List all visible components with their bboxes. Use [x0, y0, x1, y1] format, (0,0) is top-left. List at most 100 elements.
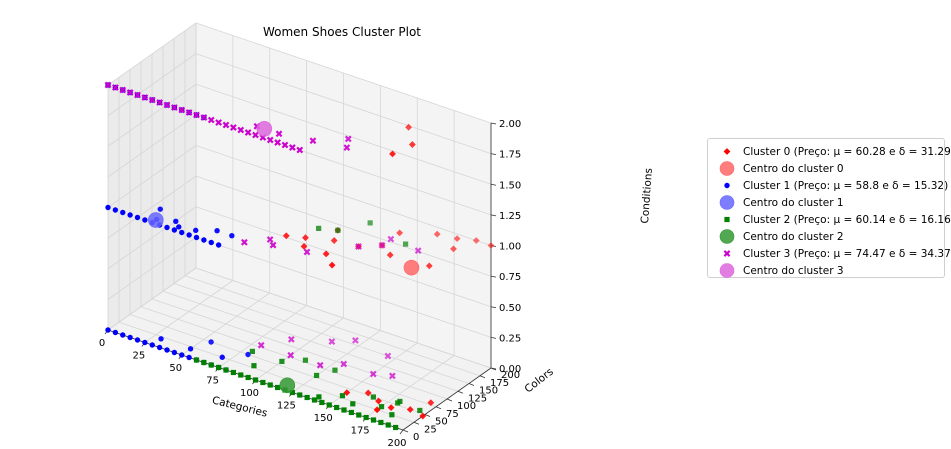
data-point [240, 238, 248, 246]
data-point [127, 212, 133, 218]
data-point [302, 357, 309, 363]
data-point [335, 227, 341, 233]
data-point [274, 139, 282, 146]
legend-marker-shape [719, 229, 735, 244]
data-point [296, 146, 304, 154]
grid-line-z [195, 145, 492, 246]
cluster-center-point [256, 121, 273, 137]
data-point [112, 329, 119, 336]
data-point [186, 232, 192, 238]
series-0 [282, 123, 495, 420]
data-point [244, 129, 252, 136]
legend-marker-shape [724, 216, 730, 223]
z-tick [490, 183, 497, 186]
grid-line-y [151, 298, 448, 400]
data-point [385, 422, 391, 428]
chart-title: Women Shoes Cluster Plot [263, 25, 421, 39]
grid-line-z [195, 267, 492, 369]
data-point [269, 241, 277, 249]
data-point [229, 124, 237, 131]
data-point [126, 89, 134, 96]
y-tick-label: 125 [468, 393, 487, 404]
data-point [300, 243, 308, 250]
legend-item: Cluster 3 (Preço: μ = 74.47 e δ = 34.37) [714, 245, 951, 262]
data-point [393, 424, 399, 431]
data-point [201, 237, 207, 243]
data-point [257, 341, 265, 349]
data-point [364, 389, 372, 397]
data-point [330, 237, 338, 244]
data-point [252, 377, 259, 383]
data-point [105, 327, 111, 333]
x-tick-label: 50 [169, 363, 182, 374]
data-point [389, 412, 395, 418]
data-point [487, 242, 495, 249]
z-tick [490, 153, 497, 156]
grid-line-y [162, 290, 459, 392]
series-5 [279, 377, 296, 394]
data-point [328, 261, 336, 269]
series-6 [104, 81, 422, 380]
data-point [142, 217, 148, 223]
data-point [173, 218, 179, 224]
x-tick-label: 200 [387, 438, 406, 449]
grid-line-z [107, 206, 197, 270]
data-point [387, 404, 395, 411]
data-point [178, 106, 186, 114]
x-tick-label: 100 [240, 388, 259, 399]
data-point [427, 399, 435, 407]
data-point [370, 394, 376, 400]
series-7 [256, 121, 273, 137]
legend-label: Cluster 0 (Preço: μ = 60.28 e δ = 31.29) [743, 145, 951, 158]
data-point [179, 229, 185, 236]
y-tick [413, 421, 420, 425]
y-axis-label: Colors [522, 366, 555, 396]
data-point [119, 86, 127, 94]
x-tick [399, 429, 404, 435]
data-point [260, 379, 266, 386]
data-point [215, 119, 223, 126]
y-tick-label: 75 [446, 409, 459, 420]
legend-item: Centro do cluster 2 [714, 228, 940, 245]
data-point [163, 101, 171, 109]
cluster-center-point [147, 212, 164, 228]
legend-item: Centro do cluster 3 [714, 262, 940, 279]
data-point [367, 220, 373, 226]
data-point [164, 224, 170, 231]
legend-item: Centro do cluster 1 [714, 194, 940, 211]
y-tick [424, 414, 431, 417]
z-tick-label: 1.00 [499, 242, 521, 253]
data-point [185, 109, 193, 116]
data-point [156, 99, 164, 106]
y-tick [435, 406, 442, 410]
data-point [341, 407, 347, 413]
data-point [275, 384, 281, 391]
data-point [414, 247, 422, 255]
data-point [378, 419, 384, 426]
data-point [266, 236, 274, 243]
grid-line-z [107, 175, 197, 239]
data-point [309, 137, 317, 145]
legend-marker-shape [719, 161, 735, 176]
data-point [453, 235, 461, 242]
data-point [326, 402, 332, 408]
data-point [405, 123, 412, 131]
y-tick [446, 398, 453, 402]
data-point [304, 394, 310, 401]
legend-item: Centro do cluster 0 [714, 160, 940, 177]
legend-marker-shape [719, 263, 735, 278]
data-point [303, 248, 311, 256]
z-axis-label: Conditions [639, 168, 655, 224]
data-point [249, 348, 255, 354]
data-point [186, 354, 192, 361]
legend-marker [714, 262, 740, 279]
z-tick [490, 214, 497, 217]
grid-line-y [118, 321, 415, 423]
z-tick-label: 0.50 [499, 303, 521, 314]
legend-item: Cluster 2 (Preço: μ = 60.14 e δ = 16.16) [714, 211, 951, 228]
data-point [252, 131, 259, 139]
data-point [120, 209, 126, 216]
data-point [179, 352, 185, 358]
grid-line-z [107, 53, 197, 116]
legend-marker [714, 143, 740, 160]
